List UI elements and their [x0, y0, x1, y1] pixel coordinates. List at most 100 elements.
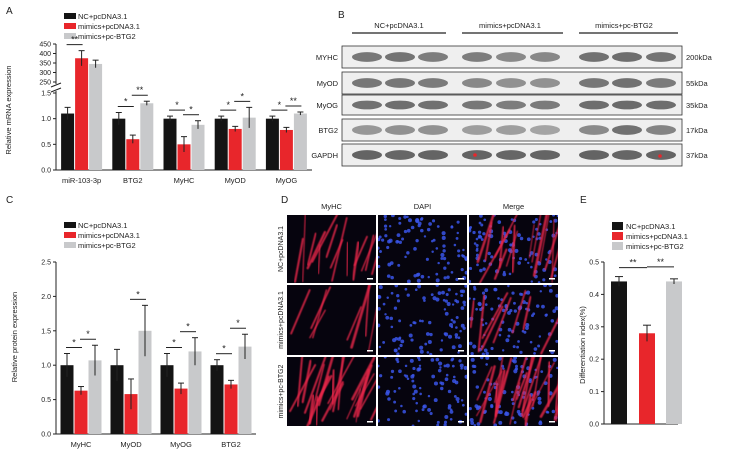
bar	[75, 58, 89, 170]
x-tick-label: MyOD	[120, 440, 142, 449]
micro-nucleus	[552, 215, 556, 217]
micro-nucleus	[444, 299, 448, 303]
micro-nucleus	[390, 325, 394, 329]
x-tick-label: BTG2	[123, 176, 143, 185]
micro-nucleus	[437, 291, 442, 296]
blot-band	[385, 125, 415, 135]
micro-nucleus	[553, 274, 557, 278]
micro-nucleus	[542, 278, 546, 282]
bar	[124, 394, 138, 434]
micro-nucleus	[406, 228, 411, 233]
chart-c-legend: NC+pcDNA3.1 mimics+pcDNA3.1 mimics+pc-BT…	[64, 221, 140, 250]
micro-nucleus	[493, 287, 497, 292]
micro-image	[378, 285, 467, 355]
y-tick-label: 2.0	[41, 294, 51, 301]
micro-nucleus	[412, 366, 416, 371]
micro-nucleus	[390, 375, 394, 379]
micro-nucleus	[515, 364, 518, 368]
micro-nucleus	[490, 307, 494, 311]
micro-nucleus	[396, 233, 401, 238]
micro-nucleus	[469, 406, 472, 411]
micro-nucleus	[378, 235, 382, 239]
micro-fiber	[327, 357, 355, 405]
blot-band	[530, 78, 560, 88]
panel-label-c: C	[6, 195, 13, 206]
significance-label: *	[240, 91, 244, 101]
micro-fiber	[476, 370, 503, 417]
micro-fiber	[493, 248, 508, 280]
blot-band	[530, 125, 560, 135]
micro-nucleus	[460, 268, 464, 272]
micro-nucleus	[437, 261, 440, 265]
micro-nucleus	[450, 358, 454, 362]
micro-nucleus	[398, 369, 402, 374]
legend-c-swatch-mimics	[64, 232, 76, 238]
micro-nucleus	[464, 285, 467, 288]
significance-label: *	[236, 318, 240, 328]
micro-nucleus	[436, 420, 440, 424]
micro-nucleus	[397, 337, 401, 341]
micro-nucleus	[470, 421, 475, 426]
significance-label: **	[290, 96, 298, 106]
micro-nucleus	[476, 247, 479, 250]
blot-row-label: MyOG	[316, 101, 338, 110]
blot-band	[352, 150, 382, 160]
micro-nucleus	[531, 406, 535, 410]
micro-image-content	[378, 285, 467, 355]
micro-nucleus	[437, 368, 442, 373]
micro-nucleus	[497, 220, 502, 224]
micro-nucleus	[419, 217, 423, 221]
micro-nucleus	[452, 320, 456, 324]
micro-nucleus	[453, 395, 457, 398]
micro-nucleus	[427, 407, 431, 412]
y-tick-label: 0.5	[589, 260, 599, 267]
micro-image-background	[378, 215, 467, 283]
significance-label: *	[172, 338, 176, 348]
micro-nucleus	[528, 378, 532, 382]
micro-nucleus	[406, 377, 410, 380]
blot-band	[530, 52, 560, 62]
micro-nucleus	[390, 291, 394, 295]
micro-nucleus	[395, 357, 399, 362]
micro-nucleus	[469, 279, 472, 283]
blot-band	[462, 52, 492, 62]
bar	[191, 124, 205, 170]
micro-fiber	[293, 237, 305, 283]
micro-fiber	[346, 376, 367, 420]
micro-fiber	[469, 299, 475, 329]
bar	[188, 351, 202, 434]
micro-nucleus	[440, 257, 444, 260]
legend-a-swatch-nc	[64, 13, 76, 19]
micro-nucleus	[394, 409, 398, 413]
micro-nucleus	[398, 319, 402, 323]
blot-band	[352, 100, 382, 110]
micro-fiber	[476, 215, 495, 264]
micro-nucleus	[464, 258, 467, 262]
blot-band	[385, 78, 415, 88]
legend-e-swatch-nc	[612, 222, 623, 230]
micro-nucleus	[414, 288, 418, 291]
micro-nucleus	[475, 243, 479, 247]
bar	[210, 365, 224, 434]
micro-nucleus	[404, 287, 408, 291]
micro-nucleus	[459, 363, 464, 368]
micro-fiber	[289, 364, 317, 413]
micro-nucleus	[456, 231, 459, 235]
micro-nucleus	[476, 422, 481, 426]
micro-fiber	[528, 224, 535, 259]
micro-fiber	[306, 232, 317, 266]
micro-nucleus	[431, 374, 436, 379]
micro-nucleus	[517, 340, 520, 343]
micro-scale-bar	[549, 350, 555, 352]
blot-band	[352, 78, 382, 88]
micro-nucleus	[501, 349, 505, 352]
micro-nucleus	[443, 308, 447, 311]
micro-nucleus	[555, 293, 558, 298]
micro-fiber	[477, 294, 486, 353]
micro-nucleus	[424, 342, 428, 346]
blot-row-label: MyOD	[317, 79, 339, 88]
bar	[174, 388, 188, 434]
micro-nucleus	[443, 266, 447, 270]
micro-fiber	[351, 357, 376, 401]
